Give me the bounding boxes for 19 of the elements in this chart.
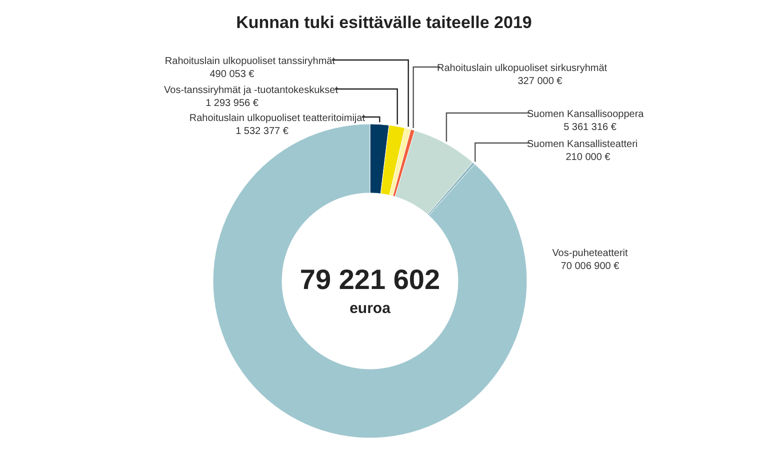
slice-label: Rahoituslain ulkopuoliset tanssiryhmät <box>164 56 336 67</box>
slice-label: Rahoituslain ulkopuoliset sirkusryhmät <box>437 63 608 74</box>
slice-label: Suomen Kansallisteatteri <box>527 139 638 150</box>
data-label: 70 006 900 € <box>560 261 620 272</box>
data-label: 490 053 € <box>210 69 255 80</box>
data-label: 210 000 € <box>566 152 611 163</box>
text: 79 221 602 <box>300 264 440 295</box>
text: euroa <box>350 300 392 317</box>
data-label: 1 293 956 € <box>206 98 259 109</box>
data-label: 1 532 377 € <box>236 126 289 137</box>
donut-slice <box>212 124 527 438</box>
donut-slice <box>394 130 474 215</box>
slice-label: Suomen Kansallisooppera <box>527 109 644 120</box>
slice-label: Vos-tanssiryhmät ja -tuotantokeskukset <box>164 85 338 96</box>
chart-title: Kunnan tuki esittävälle taiteelle 2019 <box>236 13 532 32</box>
data-label: 327 000 € <box>518 76 563 87</box>
data-label: 5 361 316 € <box>564 122 617 133</box>
slice-label: Rahoituslain ulkopuoliset teatteritoimijat <box>189 113 366 124</box>
slice-label: Vos-puheteatterit <box>552 248 628 259</box>
